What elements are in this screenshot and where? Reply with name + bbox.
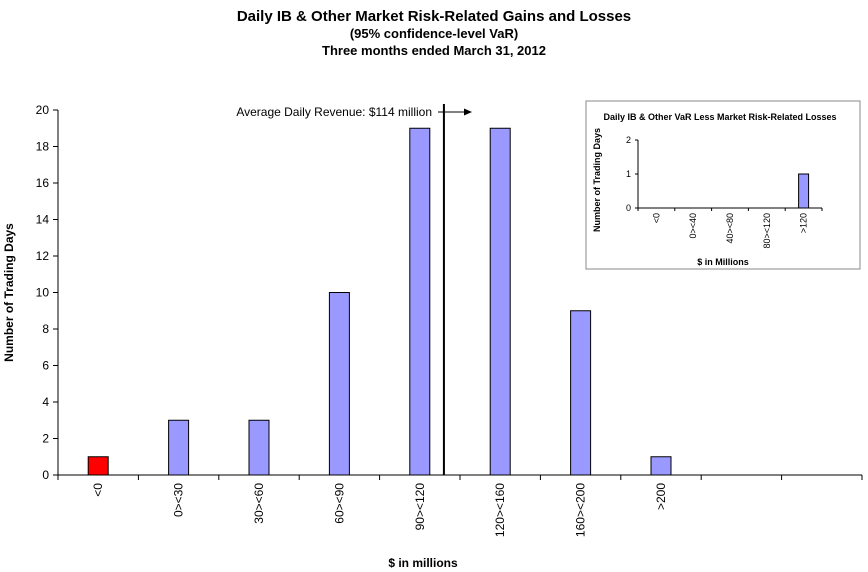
inset-y-tick-label: 2	[626, 135, 631, 145]
inset-chart: Daily IB & Other VaR Less Market Risk-Re…	[585, 100, 861, 270]
x-tick-label: >200	[654, 483, 668, 510]
x-tick-label: 30><60	[252, 483, 266, 524]
inset-y-tick-label: 0	[626, 203, 631, 213]
inset-x-tick-label: 80><120	[762, 213, 772, 249]
x-tick-label: 0><30	[172, 483, 186, 517]
inset-title: Daily IB & Other VaR Less Market Risk-Re…	[603, 112, 836, 122]
chart-period: Three months ended March 31, 2012	[322, 43, 546, 58]
inset-x-tick-label: 40><80	[725, 213, 735, 244]
inset-plot-area: 0 1 2 <0 0><40 40><80 80><120 >120	[626, 135, 823, 249]
y-tick-label: 12	[36, 249, 50, 263]
x-tick-label: 160><200	[574, 483, 588, 537]
y-tick-label: 16	[36, 176, 50, 190]
bar	[328, 292, 350, 476]
inset-frame	[585, 100, 861, 270]
bar	[570, 310, 592, 476]
y-tick-label: 6	[42, 359, 49, 373]
bar	[248, 419, 270, 476]
inset-x-tick-label: <0	[651, 213, 661, 223]
inset-x-axis-label: $ in Millions	[697, 257, 749, 267]
x-tick-label: <0	[91, 483, 105, 497]
y-tick-label: 14	[36, 213, 50, 227]
x-tick-label: 90><120	[413, 483, 427, 531]
y-tick-label: 2	[42, 432, 49, 446]
y-tick-label: 18	[36, 140, 50, 154]
bar	[168, 419, 190, 476]
chart-title: Daily IB & Other Market Risk-Related Gai…	[237, 8, 631, 25]
annotation-arrow	[438, 108, 472, 116]
bar	[650, 456, 672, 476]
bar	[489, 127, 511, 476]
inset-x-tick-label: >120	[799, 213, 809, 233]
x-tick-label: 60><90	[332, 483, 346, 524]
x-tick-label: 120><160	[493, 483, 507, 537]
y-tick-label: 20	[36, 103, 50, 117]
bar	[409, 127, 431, 476]
average-revenue-annotation: Average Daily Revenue: $114 million	[236, 105, 432, 119]
inset-y-axis-label: Number of Trading Days	[592, 128, 602, 232]
inset-bar	[798, 173, 810, 209]
x-axis-label: $ in millions	[388, 556, 458, 570]
chart-subtitle: (95% confidence-level VaR)	[350, 26, 518, 41]
bar	[87, 456, 109, 476]
inset-y-tick-label: 1	[626, 169, 631, 179]
y-tick-label: 4	[42, 395, 49, 409]
inset-x-tick-label: 0><40	[688, 213, 698, 239]
y-tick-label: 0	[42, 468, 49, 482]
y-tick-label: 10	[36, 286, 50, 300]
y-tick-label: 8	[42, 322, 49, 336]
y-axis-label: Number of Trading Days	[2, 223, 16, 362]
